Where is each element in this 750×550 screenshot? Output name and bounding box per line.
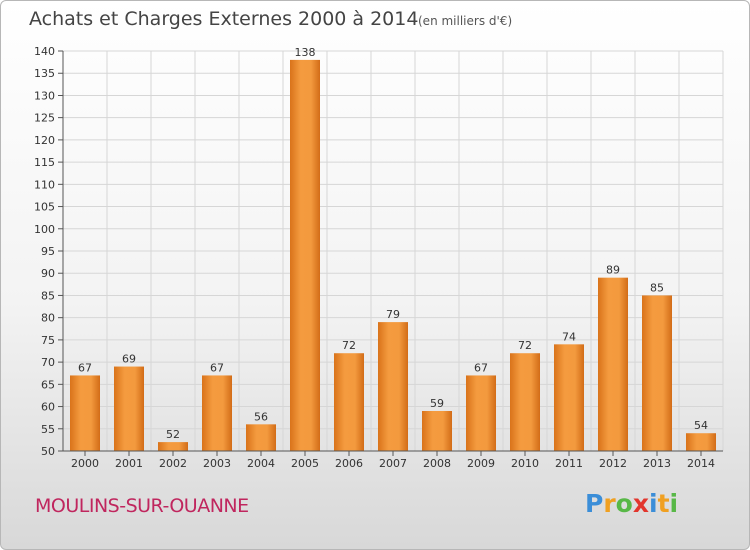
y-tick-label: 110 [34, 178, 55, 191]
y-tick-label: 115 [34, 156, 55, 169]
x-tick-label: 2012 [599, 457, 627, 470]
bar-2014 [686, 433, 716, 451]
data-label: 56 [254, 410, 268, 423]
y-tick-label: 50 [41, 445, 55, 458]
x-tick-label: 2005 [291, 457, 319, 470]
x-tick-label: 2006 [335, 457, 363, 470]
x-tick-label: 2003 [203, 457, 231, 470]
y-tick-label: 100 [34, 223, 55, 236]
logo-letter: t [657, 489, 670, 518]
logo-letter: P [585, 489, 604, 518]
bar-2013 [642, 295, 672, 451]
commune-name: MOULINS-SUR-OUANNE [35, 495, 249, 517]
x-tick-label: 2007 [379, 457, 407, 470]
y-tick-label: 65 [41, 378, 55, 391]
x-tick-label: 2002 [159, 457, 187, 470]
y-tick-label: 80 [41, 312, 55, 325]
data-label: 67 [474, 361, 488, 374]
bar-2003 [202, 375, 232, 451]
y-tick-label: 70 [41, 356, 55, 369]
bar-2010 [510, 353, 540, 451]
y-tick-label: 140 [34, 45, 55, 58]
data-label: 72 [518, 339, 532, 352]
y-tick-label: 90 [41, 267, 55, 280]
data-label: 67 [210, 361, 224, 374]
data-label: 52 [166, 428, 180, 441]
chart-title: Achats et Charges Externes 2000 à 2014 [29, 8, 419, 30]
data-label: 67 [78, 361, 92, 374]
logo-letter: i [669, 489, 679, 518]
bar-2005 [290, 59, 320, 452]
y-tick-label: 135 [34, 67, 55, 80]
data-label: 85 [650, 281, 664, 294]
y-tick-label: 85 [41, 289, 55, 302]
bar-2004 [246, 424, 276, 451]
proxiti-logo[interactable]: Proxiti [585, 489, 678, 518]
x-tick-label: 2004 [247, 457, 275, 470]
x-tick-label: 2001 [115, 457, 143, 470]
data-label: 69 [122, 353, 136, 366]
logo-letter: x [632, 489, 649, 518]
bar-2012 [598, 277, 628, 451]
bar-2002 [158, 442, 188, 451]
bar-2008 [422, 411, 452, 451]
y-tick-label: 55 [41, 423, 55, 436]
data-label: 74 [562, 330, 576, 343]
x-tick-label: 2008 [423, 457, 451, 470]
chart-subtitle: (en milliers d'€) [418, 14, 513, 28]
bar-2006 [334, 353, 364, 451]
logo-letter: r [603, 489, 616, 518]
data-label: 79 [386, 308, 400, 321]
y-tick-label: 125 [34, 112, 55, 125]
x-tick-label: 2009 [467, 457, 495, 470]
y-tick-label: 60 [41, 401, 55, 414]
x-tick-label: 2014 [687, 457, 715, 470]
bar-2000 [70, 375, 100, 451]
bar-2011 [554, 344, 584, 451]
bar-2009 [466, 375, 496, 451]
data-label: 59 [430, 397, 444, 410]
y-tick-label: 130 [34, 89, 55, 102]
x-tick-label: 2000 [71, 457, 99, 470]
bar-2001 [114, 366, 144, 451]
x-tick-label: 2013 [643, 457, 671, 470]
y-tick-label: 105 [34, 201, 55, 214]
data-label: 72 [342, 339, 356, 352]
y-tick-label: 75 [41, 334, 55, 347]
x-tick-label: 2011 [555, 457, 583, 470]
data-label: 89 [606, 264, 620, 277]
x-tick-label: 2010 [511, 457, 539, 470]
y-tick-label: 95 [41, 245, 55, 258]
logo-letter: o [615, 489, 633, 518]
data-label: 138 [295, 46, 316, 59]
logo-letter: i [649, 489, 658, 518]
data-label: 54 [694, 419, 708, 432]
y-tick-label: 120 [34, 134, 55, 147]
bar-2007 [378, 322, 408, 451]
